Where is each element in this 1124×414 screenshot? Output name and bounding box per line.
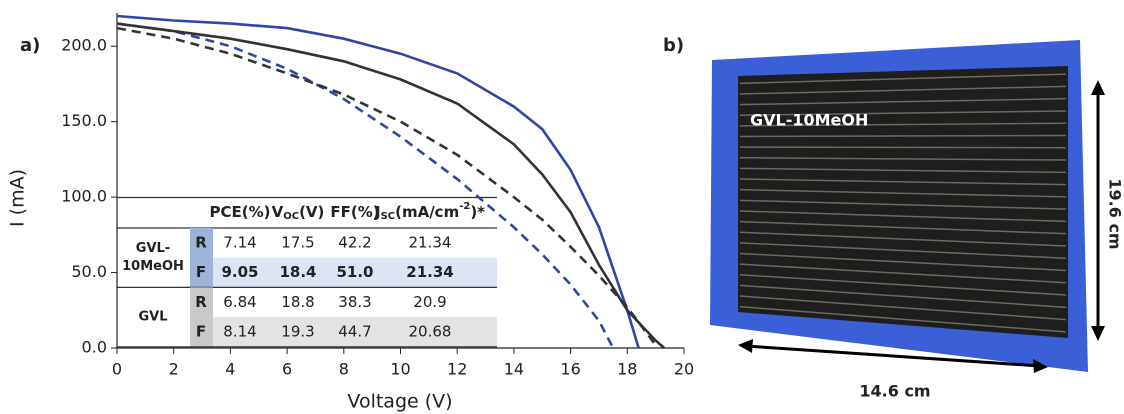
stripe <box>739 122 1067 127</box>
table-header-part: SC <box>381 211 396 222</box>
stripe <box>739 97 1067 106</box>
width-label: 14.6 cm <box>859 382 930 401</box>
table-cell: 19.3 <box>281 322 314 340</box>
group-label: GVL <box>138 310 167 325</box>
row-kind: F <box>196 322 206 340</box>
x-tick-label: 8 <box>339 360 349 379</box>
table-cell: 20.9 <box>413 293 446 311</box>
x-tick-label: 14 <box>504 360 524 379</box>
x-tick-label: 16 <box>560 360 580 379</box>
table-cell: 18.8 <box>281 293 314 311</box>
iv-curve <box>116 26 659 349</box>
stripe <box>739 199 1067 210</box>
table-cell: 6.84 <box>223 293 256 311</box>
stripe <box>739 305 1067 333</box>
stripe <box>739 242 1067 259</box>
table-header-part: FF(%) <box>330 203 379 221</box>
stripe <box>739 85 1067 95</box>
table-header-part: )* <box>470 203 485 221</box>
stripe <box>739 263 1067 284</box>
group-label: 10MeOH <box>122 259 184 274</box>
y-tick-label: 100.0 <box>61 187 107 206</box>
panel-label: a) <box>20 35 40 56</box>
arrowhead <box>1091 326 1105 341</box>
x-tick-label: 18 <box>617 360 637 379</box>
y-tick-label: 200.0 <box>61 36 107 55</box>
table-cell: 38.3 <box>338 293 371 311</box>
table-header-part: PCE(%) <box>210 203 271 221</box>
row-kind: F <box>196 263 206 281</box>
stripe <box>739 284 1067 309</box>
table-cell: 17.5 <box>281 233 314 251</box>
stripe <box>739 178 1067 186</box>
iv-curve <box>116 22 615 349</box>
table-cell: 51.0 <box>336 263 373 281</box>
kind-shade <box>190 228 213 288</box>
table-cell: 9.05 <box>221 263 258 281</box>
table-cell: 21.34 <box>406 263 453 281</box>
table-header-part: J <box>374 203 381 221</box>
row-kind: R <box>195 293 207 311</box>
table-header-part: (V) <box>299 203 324 221</box>
table-header-part: (mA/cm <box>395 203 459 221</box>
stripes <box>739 73 1067 333</box>
stripe <box>739 134 1067 138</box>
x-tick-label: 12 <box>447 360 467 379</box>
panel-label: b) <box>663 35 684 56</box>
stripe <box>739 146 1067 149</box>
sample-label: GVL-10MeOH <box>750 111 868 130</box>
table-header: JSC(mA/cm-2)* <box>374 201 485 222</box>
module-active-area <box>738 66 1068 338</box>
x-tick-label: 4 <box>225 360 235 379</box>
table-cell: 8.14 <box>223 322 256 340</box>
stripe <box>739 220 1067 235</box>
x-tick-label: 10 <box>390 360 410 379</box>
photo: b) GVL-10MeOH 19.6 cm 14.6 cm <box>663 35 1124 401</box>
table-header-part: V <box>272 203 284 221</box>
stripe <box>739 73 1067 85</box>
stripe <box>739 188 1067 198</box>
height-label: 19.6 cm <box>1106 178 1124 249</box>
group-label: GVL- <box>136 241 170 256</box>
y-tick-label: 150.0 <box>61 111 107 130</box>
stripe <box>739 295 1067 321</box>
stripe <box>739 157 1067 161</box>
x-axis-label: Voltage (V) <box>347 391 452 413</box>
table-cell: 7.14 <box>223 233 256 251</box>
arrowhead <box>1033 359 1048 373</box>
y-axis-label: I (mA) <box>7 169 29 227</box>
x-tick-label: 2 <box>169 360 179 379</box>
x-tick-label: 0 <box>112 360 122 379</box>
row-kind: R <box>195 233 207 251</box>
table-cell: 20.68 <box>409 322 452 340</box>
table-cell: 44.7 <box>338 322 371 340</box>
table-header-part: OC <box>283 211 299 222</box>
arrowhead <box>738 339 753 353</box>
kind-shade <box>190 287 213 347</box>
x-tick-label: 20 <box>674 360 694 379</box>
stripe <box>739 252 1067 272</box>
stripe <box>739 231 1067 247</box>
stripe <box>739 210 1067 223</box>
table-cell: 18.4 <box>279 263 316 281</box>
stripe <box>739 274 1067 296</box>
x-tick-label: 6 <box>282 360 292 379</box>
stripe <box>739 110 1067 116</box>
arrow <box>745 344 1041 368</box>
iv-curve <box>116 14 640 349</box>
table-header: VOC(V) <box>272 203 325 223</box>
table-header-part: -2 <box>459 201 470 212</box>
row-shade <box>213 257 497 288</box>
table-header: FF(%) <box>330 203 379 221</box>
row-shade <box>213 317 497 347</box>
arrowhead <box>1091 80 1105 95</box>
y-tick-label: 50.0 <box>71 262 107 281</box>
table-header: PCE(%) <box>210 203 271 221</box>
y-tick-label: 0.0 <box>82 338 107 357</box>
table-cell: 21.34 <box>409 233 452 251</box>
stripe <box>739 167 1067 174</box>
table-cell: 42.2 <box>338 233 371 251</box>
